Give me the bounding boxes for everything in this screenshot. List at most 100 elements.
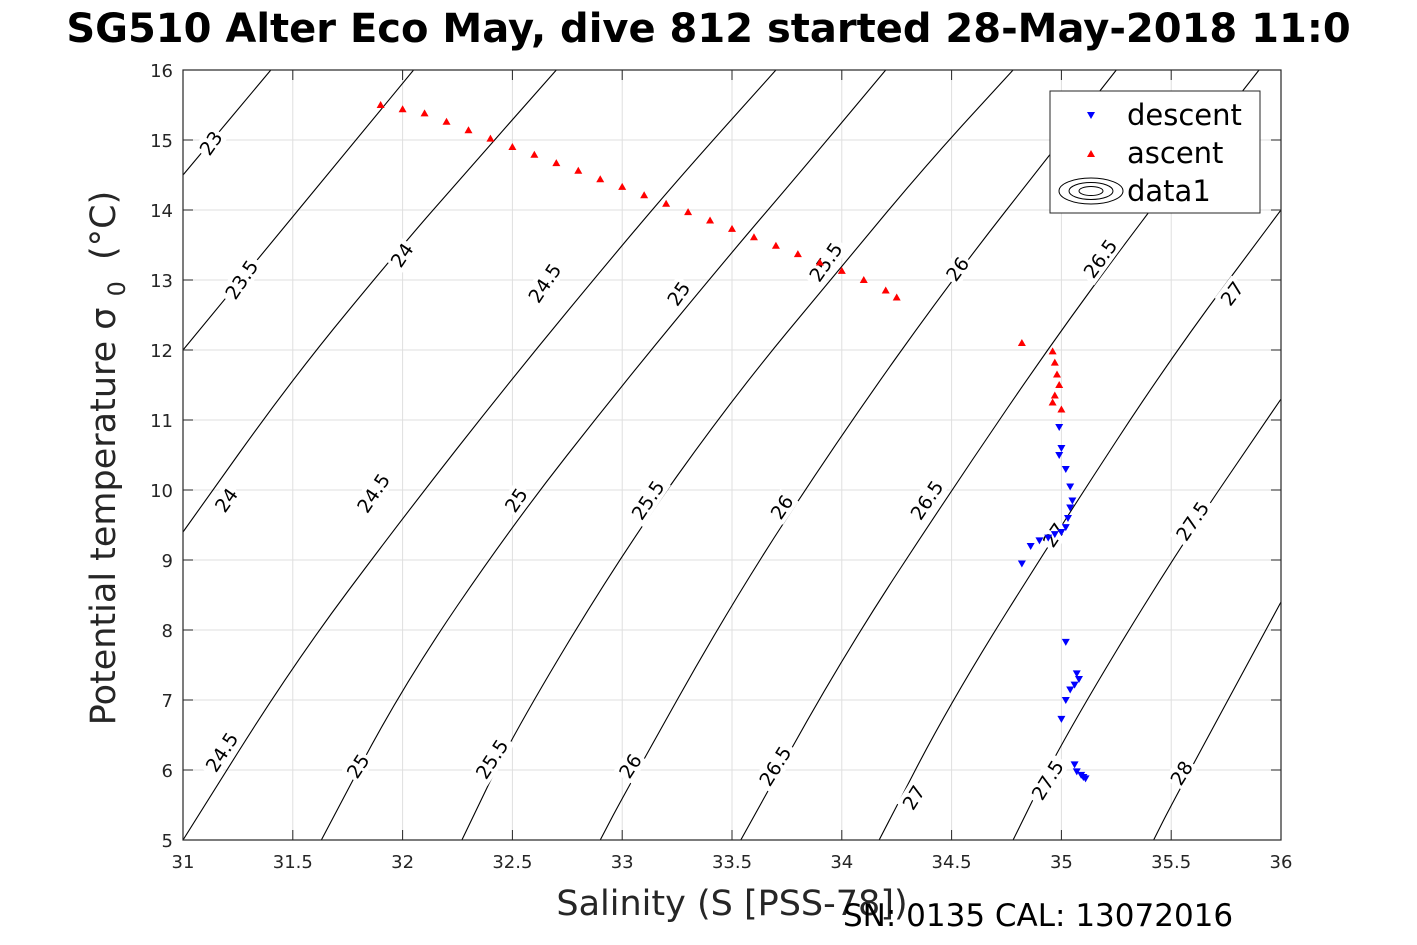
ascent-point: [552, 159, 561, 167]
x-tick-label: 31: [172, 852, 195, 873]
contour-line-23-5: [183, 70, 415, 351]
ascent-point: [1048, 398, 1057, 406]
contour-label-bg: [752, 738, 798, 794]
contour-line-26: [599, 70, 1117, 840]
contour-label-text: 27: [899, 782, 930, 814]
descent-point: [1044, 534, 1053, 542]
x-tick-label: 32.5: [492, 852, 532, 873]
legend-contour-icon: [1058, 177, 1124, 205]
y-axis-label: Potential temperature σ 0 (°C): [84, 191, 134, 726]
descent-point: [1050, 531, 1059, 539]
descent-point: [1035, 537, 1044, 545]
ascent-point: [1050, 358, 1059, 366]
contour-labels: 2323.5242424.524.524.525252525.525.525.5…: [193, 125, 1250, 816]
contour-label-bg: [499, 482, 533, 518]
contour-label-text: 26: [767, 491, 799, 523]
contour-label: 24.5: [521, 256, 568, 310]
contour-label-bg: [661, 275, 696, 312]
descent-point: [1061, 524, 1070, 532]
y-axis-label-unit: (°C): [84, 191, 124, 260]
y-tick-label: 14: [150, 201, 173, 222]
contour-label: 27: [1214, 275, 1250, 312]
descent-point: [1066, 686, 1075, 694]
x-tick-label: 35.5: [1151, 852, 1191, 873]
contour-label: 28: [1164, 755, 1199, 791]
y-axis-label-main: Potential temperature σ: [84, 308, 124, 726]
descent-point: [1072, 670, 1081, 678]
contour-label-bg: [218, 252, 265, 307]
chart-title: SG510 Alter Eco May, dive 812 started 28…: [66, 6, 1351, 52]
contour-label: 27.5: [1024, 752, 1070, 808]
y-tick-label: 7: [162, 691, 173, 712]
axis-ticks: [182, 69, 1282, 841]
contour-label-bg: [193, 125, 228, 161]
ascent-point: [464, 126, 473, 134]
ascent-point: [442, 117, 451, 125]
contour-label-text: 25: [501, 484, 533, 516]
contour-label: 26: [764, 489, 799, 525]
ascent-point: [420, 109, 429, 117]
contour-label: 26.5: [752, 738, 798, 794]
descent-point: [1055, 452, 1064, 459]
descent-point: [1017, 560, 1026, 568]
descent-point: [1061, 466, 1070, 473]
descent-point: [1066, 504, 1075, 512]
descent-point: [1026, 543, 1035, 550]
descent-point: [1061, 697, 1070, 704]
contour-label: 25.5: [802, 235, 849, 289]
contour-label-text: 26: [615, 750, 647, 782]
contour-label: 27: [896, 779, 931, 816]
contour-label-bg: [1169, 494, 1216, 548]
ascent-point: [881, 286, 890, 294]
contour-label-bg: [613, 748, 647, 784]
contour-label: 25: [499, 482, 533, 518]
ascent-point: [728, 224, 736, 232]
descent-point: [1063, 515, 1072, 522]
contour-label: 24: [384, 237, 419, 273]
descent-point: [1057, 529, 1066, 536]
contour-line-25: [320, 70, 887, 840]
ascent-point: [376, 101, 385, 108]
contour-label-bg: [1024, 752, 1070, 808]
contour-label-text: 24: [387, 239, 419, 271]
y-tick-label: 15: [150, 131, 173, 152]
contour-label: 24.5: [350, 466, 397, 520]
y-tick-label: 11: [150, 411, 173, 432]
ascent-point: [892, 293, 901, 301]
y-tick-label: 6: [162, 761, 173, 782]
contour-label-text: 24: [211, 484, 243, 516]
contour-label: 25: [340, 748, 375, 784]
x-tick-label: 31.5: [273, 852, 313, 873]
x-tick-label: 32: [391, 852, 414, 873]
x-tick-label: 36: [1270, 852, 1293, 873]
contour-label-bg: [468, 731, 515, 786]
ascent-point: [618, 182, 627, 190]
tick-labels: 31 31.5 32 32.5 33 33.5 34 34.5 35 35.5 36 5 6 7 8 9 10 1…: [150, 61, 1292, 873]
contour-line-26-5: [740, 70, 1260, 840]
descent-point: [1070, 681, 1079, 689]
y-axis-label-sub: 0: [103, 281, 131, 296]
contour-line-24: [183, 70, 557, 533]
ascent-point: [662, 199, 671, 207]
descent-point: [1074, 676, 1083, 683]
x-tick-label: 33: [611, 852, 634, 873]
ascent-point: [640, 191, 649, 199]
ascent-point: [815, 258, 824, 266]
contour-label-bg: [802, 235, 849, 289]
contour-line-28: [1153, 601, 1281, 840]
ascent-point: [1050, 391, 1059, 399]
contour-label: 26: [613, 748, 647, 784]
ascent-point: [1057, 405, 1066, 413]
descent-point: [1055, 424, 1064, 431]
contour-label-bg: [940, 251, 975, 287]
ascent-point: [749, 233, 758, 241]
descent-point: [1057, 445, 1066, 452]
ascent-point: [1053, 370, 1062, 378]
contour-label-bg: [209, 482, 244, 518]
contour-label: 25.5: [468, 731, 515, 786]
ascent-point: [574, 166, 583, 174]
y-tick-label: 9: [162, 551, 173, 572]
descent-point: [1066, 483, 1075, 491]
